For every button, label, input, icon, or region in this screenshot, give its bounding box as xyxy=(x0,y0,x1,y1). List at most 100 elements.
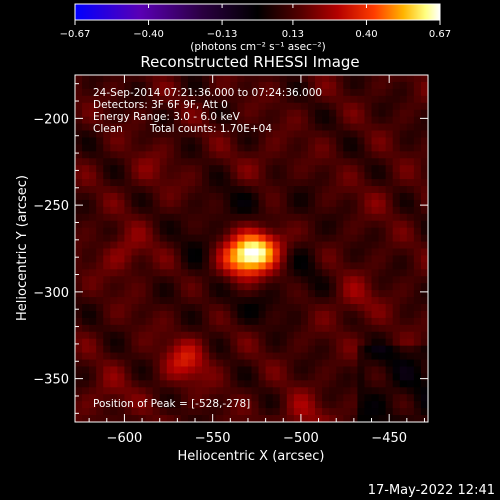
heatmap-cell xyxy=(329,130,337,138)
heatmap-cell xyxy=(343,304,351,312)
heatmap-cell xyxy=(378,248,387,256)
heatmap-cell xyxy=(307,415,316,423)
heatmap-cell xyxy=(251,130,259,138)
heatmap-cell xyxy=(96,290,104,298)
heatmap-cell xyxy=(159,88,168,97)
heatmap-cell xyxy=(300,415,309,423)
heatmap-cell xyxy=(117,373,125,381)
heatmap-cell xyxy=(399,144,408,152)
heatmap-cell xyxy=(392,220,401,229)
heatmap-cell xyxy=(420,408,429,416)
heatmap-cell xyxy=(258,172,267,180)
heatmap-cell xyxy=(173,408,182,416)
heatmap-cell xyxy=(357,380,365,388)
heatmap-cell xyxy=(216,408,224,416)
heatmap-cell xyxy=(138,227,146,236)
heatmap-cell xyxy=(392,88,401,97)
heatmap-cell xyxy=(300,144,309,152)
heatmap-cell xyxy=(286,310,295,319)
heatmap-cell xyxy=(82,220,90,229)
heatmap-cell xyxy=(195,359,203,367)
heatmap-cell xyxy=(420,165,429,173)
heatmap-cell xyxy=(392,380,401,388)
heatmap-cell xyxy=(392,151,401,159)
heatmap-cell xyxy=(286,297,295,305)
y-axis-title: Heliocentric Y (arcsec) xyxy=(15,175,30,321)
heatmap-cell xyxy=(223,366,231,374)
heatmap-cell xyxy=(173,88,182,97)
heatmap-cell xyxy=(223,88,231,97)
heatmap-cell xyxy=(82,241,90,249)
heatmap-cell xyxy=(124,227,132,236)
heatmap-cell xyxy=(173,394,182,402)
heatmap-cell xyxy=(195,317,203,326)
heatmap-cell xyxy=(336,151,344,159)
heatmap-cell xyxy=(293,415,302,423)
heatmap-cell xyxy=(223,179,231,187)
heatmap-cell xyxy=(251,144,259,152)
heatmap-cell xyxy=(180,206,189,215)
heatmap-cell xyxy=(293,116,302,124)
heatmap-cell xyxy=(124,88,132,97)
heatmap-cell xyxy=(195,109,203,118)
heatmap-cell xyxy=(258,331,267,340)
heatmap-cell xyxy=(399,88,408,97)
heatmap-cell xyxy=(378,310,387,319)
heatmap-cell xyxy=(96,352,104,360)
heatmap-cell xyxy=(124,158,132,166)
heatmap-cell xyxy=(173,75,182,83)
heatmap-cell xyxy=(307,338,316,347)
heatmap-cell xyxy=(103,137,111,145)
heatmap-cell xyxy=(300,234,309,242)
heatmap-cell xyxy=(124,137,132,145)
heatmap-cell xyxy=(244,234,252,242)
heatmap-cell xyxy=(322,304,330,312)
heatmap-cell xyxy=(265,345,274,353)
heatmap-cell xyxy=(420,380,429,388)
heatmap-cell xyxy=(202,130,210,138)
heatmap-cell xyxy=(166,213,175,222)
heatmap-cell xyxy=(406,415,415,423)
heatmap-cell xyxy=(364,304,372,312)
heatmap-cell xyxy=(195,283,203,291)
heatmap-cell xyxy=(159,415,168,423)
heatmap-cell xyxy=(286,172,295,180)
heatmap-cell xyxy=(371,408,379,416)
heatmap-cell xyxy=(251,262,259,270)
heatmap-cell xyxy=(173,81,182,90)
heatmap-cell xyxy=(265,123,274,131)
heatmap-cell xyxy=(286,123,295,131)
heatmap-cell xyxy=(180,144,189,152)
heatmap-cell xyxy=(131,192,139,201)
heatmap-cell xyxy=(173,165,182,173)
heatmap-cell xyxy=(265,310,274,319)
heatmap-cell xyxy=(336,290,344,298)
heatmap-cell xyxy=(385,338,394,347)
heatmap-cell xyxy=(117,366,125,374)
heatmap-cell xyxy=(244,186,252,194)
heatmap-cell xyxy=(223,380,231,388)
heatmap-cell xyxy=(230,394,238,402)
heatmap-cell xyxy=(279,297,288,305)
heatmap-cell xyxy=(336,81,344,90)
heatmap-cell xyxy=(378,137,387,145)
heatmap-cell xyxy=(413,179,422,187)
heatmap-cell xyxy=(364,415,372,423)
heatmap-cell xyxy=(223,310,231,319)
heatmap-cell xyxy=(159,179,168,187)
heatmap-cell xyxy=(152,88,161,97)
heatmap-cell xyxy=(265,109,274,118)
heatmap-cell xyxy=(223,297,231,305)
heatmap-cell xyxy=(265,75,274,83)
heatmap-cell xyxy=(251,192,259,201)
heatmap-cell xyxy=(180,352,189,360)
heatmap-cell xyxy=(145,151,154,159)
heatmap-cell xyxy=(350,352,358,360)
heatmap-cell xyxy=(166,359,175,367)
heatmap-cell xyxy=(173,116,182,124)
heatmap-cell xyxy=(138,151,146,159)
heatmap-cell xyxy=(103,186,111,194)
heatmap-cell xyxy=(75,123,83,131)
heatmap-cell xyxy=(322,401,330,409)
heatmap-cell xyxy=(322,297,330,305)
